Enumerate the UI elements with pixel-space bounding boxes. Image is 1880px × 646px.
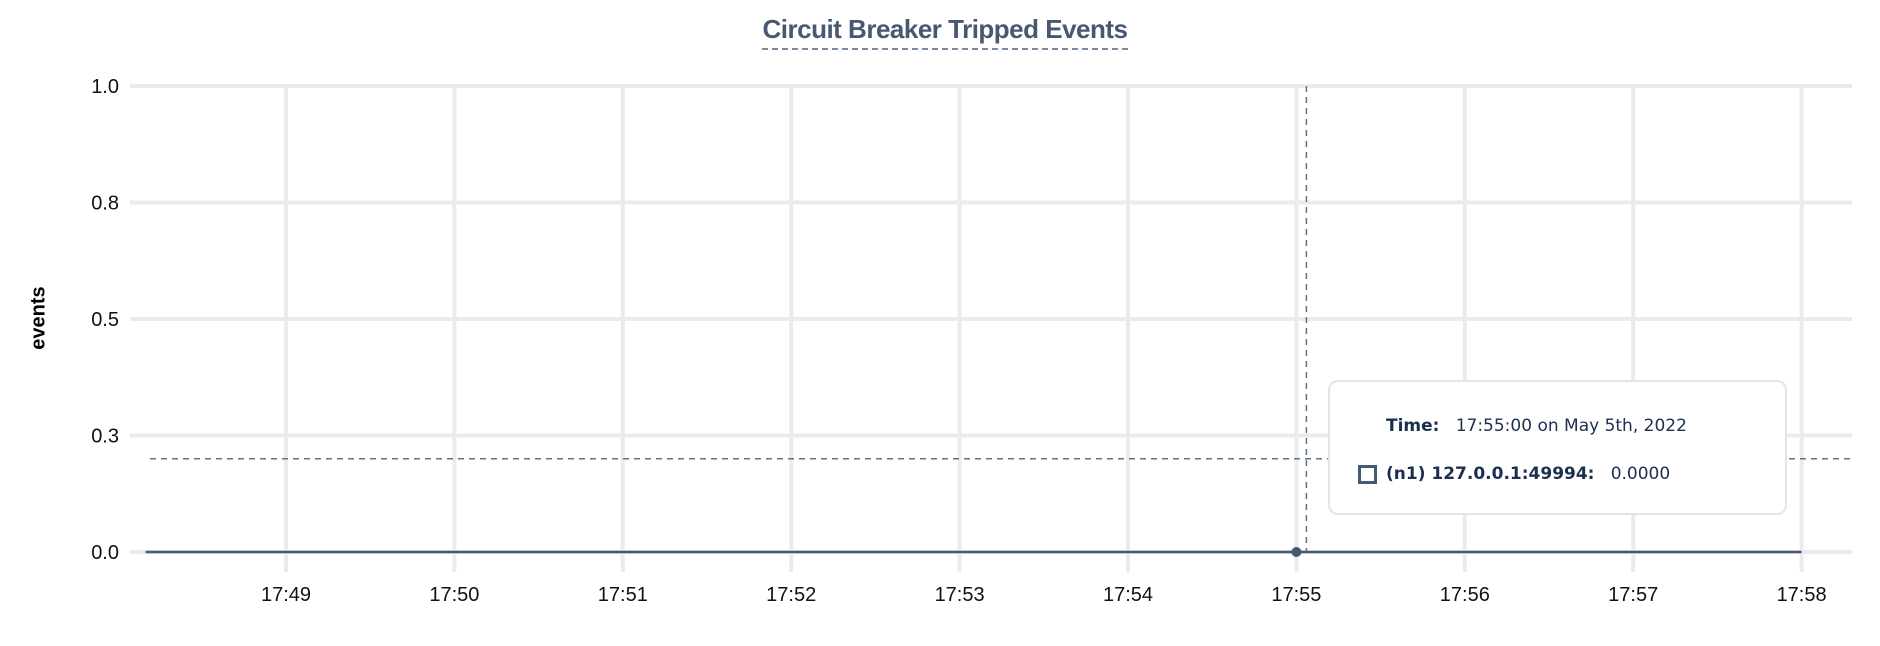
- x-tick-label: 17:49: [261, 584, 311, 606]
- tooltip-time-value: 17:55:00 on May 5th, 2022: [1455, 416, 1687, 436]
- tooltip-series-label: (n1) 127.0.0.1:49994:: [1386, 464, 1595, 484]
- tooltip-series-value: 0.0000: [1610, 464, 1671, 484]
- tooltip: Time: 17:55:00 on May 5th, 2022 (n1) 127…: [1328, 380, 1787, 515]
- tooltip-time-label: Time:: [1386, 416, 1440, 436]
- x-tick-label: 17:53: [935, 584, 985, 606]
- y-tick-label: 0.3: [91, 426, 119, 448]
- y-tick-label: 1.0: [91, 76, 119, 98]
- x-tick-label: 17:58: [1777, 584, 1827, 606]
- tooltip-time-row: Time: 17:55:00 on May 5th, 2022: [1386, 416, 1687, 436]
- tooltip-series-row: (n1) 127.0.0.1:49994: 0.0000: [1358, 464, 1670, 484]
- y-tick-label: 0.0: [91, 542, 119, 564]
- x-tick-label: 17:52: [766, 584, 816, 606]
- x-tick-label: 17:57: [1608, 584, 1658, 606]
- x-tick-label: 17:55: [1271, 584, 1321, 606]
- x-tick-label: 17:56: [1440, 584, 1490, 606]
- y-tick-label: 0.8: [91, 193, 119, 215]
- chart-title: Circuit Breaker Tripped Events: [0, 14, 1880, 50]
- chart-title-text[interactable]: Circuit Breaker Tripped Events: [762, 14, 1128, 50]
- series-marker-icon: [1358, 464, 1377, 484]
- x-tick-label: 17:54: [1103, 584, 1153, 606]
- y-tick-label: 0.5: [91, 309, 119, 331]
- x-tick-label: 17:51: [598, 584, 648, 606]
- hover-point: [1291, 547, 1302, 557]
- x-tick-label: 17:50: [429, 584, 479, 606]
